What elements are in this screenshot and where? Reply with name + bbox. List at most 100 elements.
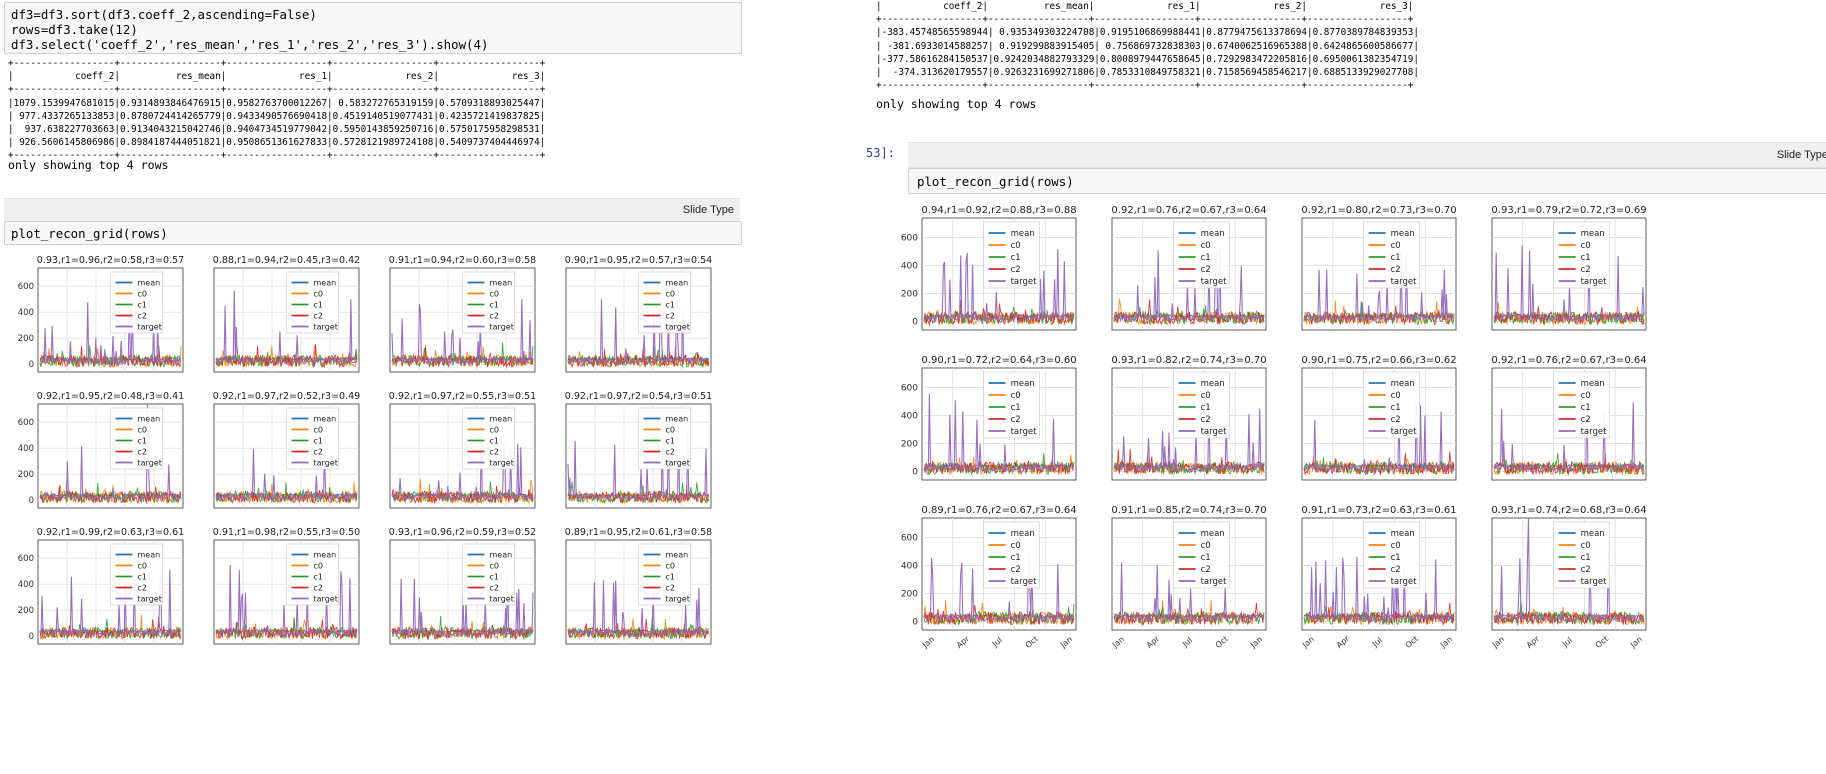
legend-label: c1 [1581, 253, 1591, 263]
recon-grid-right: 0.94,r1=0.92,r2=0.88,r3=0.88 0 200 400 600 me… [866, 196, 1826, 774]
subplot: 0.94,r1=0.92,r2=0.88,r3=0.88 0 200 400 600 me… [901, 205, 1077, 331]
legend: mean c0 c1 c2 target [110, 543, 163, 606]
slide-type-label[interactable]: Slide Type [1776, 149, 1826, 161]
subplot-title: 0.91,r1=0.73,r2=0.63,r3=0.61 [1301, 505, 1456, 516]
legend-label: c0 [666, 290, 676, 299]
recon-grid-svg: 0.94,r1=0.92,r2=0.88,r3=0.88 0 200 400 600 me… [901, 205, 1647, 650]
subplot: 0.92,r1=0.76,r2=0.67,r3=0.64 mean c0 c1 c2 ta… [1111, 205, 1267, 331]
legend: mean c0 c1 c2 target [286, 407, 339, 470]
y-tick-label: 600 [901, 534, 918, 544]
legend-label: target [1011, 577, 1038, 587]
legend-label: mean [314, 551, 337, 560]
series-line-c2 [1303, 602, 1455, 626]
legend-label: c1 [1581, 553, 1591, 563]
series-line-c2 [923, 604, 1075, 626]
legend-label: c2 [666, 312, 676, 321]
legend-label: mean [490, 279, 513, 288]
code-line-2: rows=df3.take(12) [11, 22, 138, 37]
legend: mean c0 c1 c2 target [983, 521, 1040, 589]
legend-label: mean [1011, 379, 1035, 389]
subplot: 0.89,r1=0.95,r2=0.61,r3=0.58 mean c0 c1 c2 ta… [565, 527, 712, 645]
legend-label: c2 [138, 448, 148, 457]
series-line-target [923, 393, 1075, 473]
legend-label: mean [1011, 529, 1035, 539]
subplot-title: 0.93,r1=0.74,r2=0.68,r3=0.64 [1491, 505, 1646, 516]
subplot: 0.92,r1=0.99,r2=0.63,r3=0.61 0 200 400 600 me… [18, 527, 184, 645]
legend-label: mean [314, 279, 337, 288]
legend-label: c1 [1391, 553, 1401, 563]
subplot-title: 0.90,r1=0.72,r2=0.64,r3=0.60 [921, 355, 1076, 366]
legend-label: c2 [1011, 565, 1021, 575]
legend: mean c0 c1 c2 target [462, 543, 515, 606]
subplot-title: 0.92,r1=0.97,r2=0.55,r3=0.51 [389, 391, 536, 402]
legend-label: c2 [1391, 415, 1401, 425]
cell-toolbar: Slide Type [908, 142, 1826, 168]
legend-label: c1 [314, 301, 324, 310]
legend: mean c0 c1 c2 target [1363, 521, 1420, 589]
y-tick-label: 0 [912, 468, 918, 478]
legend-label: c0 [1581, 541, 1591, 551]
series-line-c2 [391, 485, 534, 504]
legend-label: c0 [490, 426, 500, 435]
subplot: 0.93,r1=0.96,r2=0.59,r3=0.52 mean c0 c1 c2 ta… [389, 527, 536, 645]
output-table: | coeff_2| res_mean| res_1| res_2| res_3… [876, 1, 1419, 92]
legend-label: target [138, 459, 162, 468]
y-tick-label: 200 [18, 334, 34, 344]
series-line-c2 [567, 484, 710, 504]
y-tick-label: 600 [901, 384, 918, 394]
legend: mean c0 c1 c2 target [1553, 521, 1610, 589]
series-line-c2 [567, 345, 710, 368]
subplot-title: 0.93,r1=0.96,r2=0.58,r3=0.57 [37, 255, 184, 266]
legend-label: c0 [138, 562, 148, 571]
series-line-target [1493, 245, 1645, 322]
legend-label: c0 [1201, 541, 1211, 551]
legend-label: c2 [1011, 265, 1021, 275]
subplot: 0.90,r1=0.72,r2=0.64,r3=0.60 0 200 400 600 me… [901, 355, 1077, 481]
series-line-c0 [1113, 454, 1265, 476]
legend: mean c0 c1 c2 target [286, 543, 339, 606]
legend-label: target [666, 459, 690, 468]
series-line-target [215, 446, 358, 501]
subplot-title: 0.91,r1=0.94,r2=0.60,r3=0.58 [389, 255, 536, 266]
x-tick-label: Jan [920, 635, 936, 650]
legend-label: c2 [1201, 265, 1211, 275]
y-tick-label: 0 [29, 360, 34, 370]
legend-label: c2 [1201, 415, 1211, 425]
y-tick-label: 600 [18, 554, 34, 564]
legend-label: mean [1011, 229, 1035, 239]
series-line-c2 [567, 618, 710, 640]
code-cell-input[interactable]: df3=df3.sort(df3.coeff_2,ascending=False… [4, 2, 742, 54]
legend-label: c1 [1011, 553, 1021, 563]
legend-label: c1 [138, 301, 148, 310]
legend-label: target [1011, 277, 1038, 287]
legend: mean c0 c1 c2 target [110, 407, 163, 470]
subplot-title: 0.92,r1=0.76,r2=0.67,r3=0.64 [1111, 205, 1266, 216]
legend-label: c0 [1391, 241, 1401, 251]
x-tick-label: Jul [990, 636, 1004, 650]
series-line-target [1113, 562, 1265, 623]
series-line-target [923, 249, 1075, 323]
legend-label: c0 [1391, 391, 1401, 401]
legend-label: c2 [666, 448, 676, 457]
x-tick-label: Jul [1560, 636, 1574, 650]
legend-label: mean [666, 279, 689, 288]
legend-label: c1 [1581, 403, 1591, 413]
y-tick-label: 400 [18, 580, 34, 590]
subplot-title: 0.93,r1=0.82,r2=0.74,r3=0.70 [1111, 355, 1266, 366]
subplot: 0.92,r1=0.97,r2=0.52,r3=0.49 mean c0 c1 c2 ta… [213, 391, 360, 509]
legend: mean c0 c1 c2 target [110, 271, 163, 334]
series-line-target [391, 438, 534, 501]
plot-cell-input[interactable]: plot_recon_grid(rows) [908, 168, 1826, 194]
left-notebook-panel: df3=df3.sort(df3.coeff_2,ascending=False… [0, 0, 866, 774]
slide-type-label[interactable]: Slide Type [682, 204, 734, 216]
subplot-title: 0.92,r1=0.97,r2=0.52,r3=0.49 [213, 391, 360, 402]
legend-label: c2 [1391, 565, 1401, 575]
legend-label: target [1391, 427, 1418, 437]
plot-cell-input[interactable]: plot_recon_grid(rows) [4, 221, 742, 245]
legend-label: c1 [1201, 403, 1211, 413]
series-line-target [1493, 517, 1645, 622]
legend-label: target [490, 323, 514, 332]
legend-label: mean [1391, 229, 1415, 239]
legend-label: c1 [490, 573, 500, 582]
y-tick-label: 600 [901, 234, 918, 244]
